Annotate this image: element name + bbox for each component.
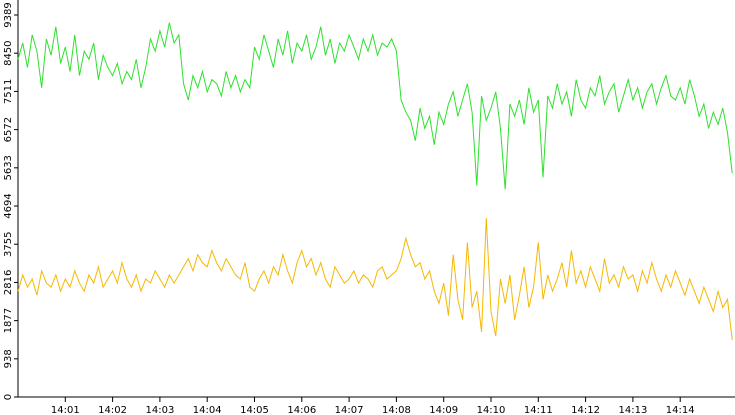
y-tick-label: 0	[3, 394, 14, 400]
y-tick-label: 5633	[3, 155, 14, 180]
x-tick-label: 14:03	[145, 405, 174, 415]
x-tick-label: 14:10	[477, 405, 506, 415]
x-tick-label: 14:05	[240, 405, 269, 415]
y-tick-label: 8450	[3, 40, 14, 65]
y-tick-label: 2816	[3, 270, 14, 295]
x-tick-label: 14:06	[287, 405, 316, 415]
x-tick-label: 14:11	[524, 405, 553, 415]
y-tick-label: 3755	[3, 231, 14, 256]
series-line	[17, 22, 733, 190]
x-tick-label: 14:14	[666, 405, 695, 415]
y-tick-label: 9389	[3, 2, 14, 27]
y-tick-label: 938	[3, 349, 14, 368]
series-line	[17, 217, 733, 341]
x-tick-label: 14:09	[429, 405, 458, 415]
y-tick-label: 6572	[3, 117, 14, 142]
x-tick-label: 14:04	[193, 405, 222, 415]
y-tick-label: 4694	[3, 193, 14, 218]
y-tick-label: 1877	[3, 308, 14, 333]
x-tick-label: 14:01	[51, 405, 80, 415]
x-tick-label: 14:02	[98, 405, 127, 415]
x-tick-label: 14:07	[335, 405, 364, 415]
x-tick-label: 14:12	[571, 405, 600, 415]
x-tick-label: 14:08	[382, 405, 411, 415]
y-tick-label: 7511	[3, 79, 14, 104]
x-tick-label: 14:13	[618, 405, 647, 415]
